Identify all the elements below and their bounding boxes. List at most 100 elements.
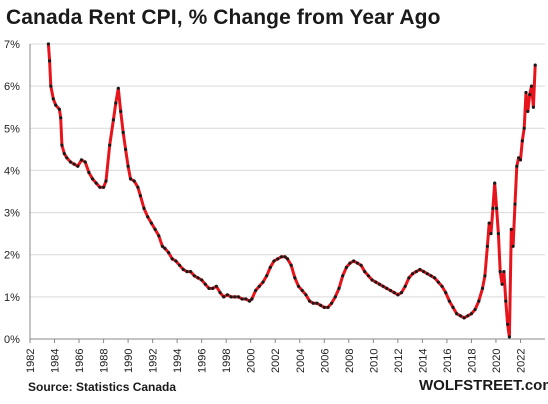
data-point — [51, 97, 55, 101]
data-point — [333, 295, 337, 299]
data-point — [236, 295, 241, 299]
data-point — [485, 244, 489, 248]
data-point — [491, 206, 495, 210]
x-tick-label: 2020 — [491, 349, 503, 373]
data-point — [283, 255, 287, 259]
data-point — [218, 291, 222, 295]
data-point — [76, 164, 80, 168]
data-point — [48, 59, 52, 63]
data-point — [90, 177, 95, 181]
data-point — [222, 295, 226, 299]
data-point — [142, 206, 146, 210]
data-point — [136, 185, 140, 189]
data-point — [515, 164, 519, 168]
data-point — [207, 286, 211, 290]
data-point — [311, 301, 315, 305]
data-point — [513, 202, 517, 206]
data-point — [293, 276, 297, 280]
data-point — [399, 291, 404, 295]
data-point — [524, 90, 528, 95]
series-line — [46, 42, 537, 339]
data-point — [511, 244, 515, 248]
data-point — [124, 147, 128, 151]
y-tick-label: 7% — [4, 39, 20, 51]
data-point — [178, 263, 182, 267]
data-point — [98, 185, 102, 189]
data-point — [304, 293, 308, 297]
data-point — [308, 299, 312, 303]
data-point — [57, 107, 62, 111]
x-tick-label: 1986 — [74, 349, 86, 373]
data-point — [233, 295, 237, 299]
data-point — [254, 288, 258, 293]
chart-title: Canada Rent CPI, % Change from Year Ago — [6, 6, 441, 29]
data-point — [247, 299, 252, 303]
data-point — [132, 179, 136, 183]
data-point — [322, 305, 326, 309]
data-point — [49, 84, 53, 88]
data-point — [126, 164, 130, 168]
data-point — [261, 280, 265, 284]
data-point — [498, 270, 502, 274]
data-point — [104, 179, 108, 183]
data-point — [477, 299, 481, 303]
data-point — [337, 286, 341, 290]
data-point — [436, 280, 440, 284]
data-point — [377, 282, 382, 286]
data-point — [192, 274, 196, 278]
y-tick-label: 4% — [4, 165, 20, 177]
data-point — [493, 181, 497, 185]
data-point — [392, 291, 396, 295]
data-point — [116, 86, 120, 90]
data-point — [509, 227, 513, 231]
x-tick-label: 1990 — [123, 349, 135, 373]
data-point — [447, 299, 451, 303]
data-point — [244, 297, 248, 301]
data-point — [403, 284, 407, 288]
x-axis-ticks: 1982 1984 1986 1988 1990 1992 1994 1996 1998 2000… — [25, 349, 527, 373]
data-point — [149, 221, 153, 225]
data-point — [483, 274, 487, 278]
data-point — [469, 312, 473, 316]
data-point — [480, 286, 485, 290]
data-point — [138, 194, 142, 198]
data-point — [414, 270, 418, 274]
x-tick-label: 2004 — [295, 349, 307, 373]
data-point — [352, 259, 356, 263]
source-note: Source: Statistics Canada — [28, 380, 177, 394]
y-axis-ticks: 0% 1% 2% 3% 4% 5% 6% 7% — [4, 39, 20, 346]
data-point — [119, 109, 123, 113]
data-point — [528, 93, 532, 97]
data-point — [265, 274, 269, 278]
brand-label: WOLFSTREET.com — [419, 377, 548, 394]
data-point — [455, 312, 459, 316]
data-point — [276, 257, 280, 261]
data-point — [504, 299, 508, 303]
data-point — [529, 84, 534, 88]
data-point — [214, 284, 218, 288]
data-point — [422, 270, 426, 274]
data-point — [121, 130, 125, 135]
data-point — [370, 278, 374, 282]
data-point — [300, 288, 304, 293]
data-point — [211, 286, 215, 290]
data-point — [355, 261, 359, 265]
x-tick-label: 2012 — [393, 349, 405, 373]
data-point — [359, 263, 363, 267]
data-point — [146, 215, 150, 219]
data-point — [326, 305, 330, 309]
data-point — [94, 181, 98, 185]
data-point — [518, 158, 523, 162]
x-tick-label: 1982 — [25, 349, 37, 373]
data-point — [167, 251, 171, 255]
data-point — [174, 259, 178, 263]
data-point — [517, 156, 521, 160]
data-point — [348, 261, 352, 265]
data-point — [111, 118, 115, 122]
data-point — [407, 276, 411, 280]
x-tick-label: 2016 — [442, 349, 454, 373]
data-point — [240, 297, 244, 301]
x-tick-label: 2018 — [466, 349, 478, 373]
data-point — [46, 42, 51, 46]
